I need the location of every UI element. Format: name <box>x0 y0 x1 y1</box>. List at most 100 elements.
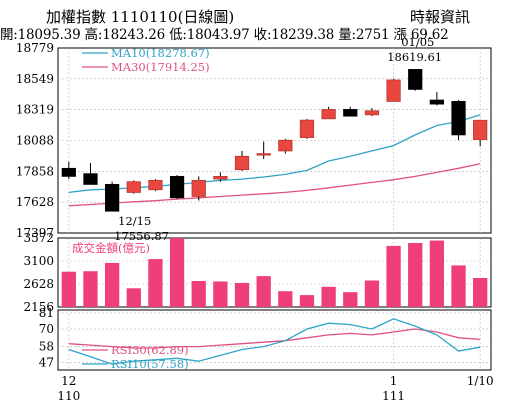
rsi30-legend-label: RSI30(62.89) <box>111 343 189 357</box>
volume-title: 成交金額(億元) <box>72 241 150 255</box>
price-tick-label: 18549 <box>16 72 54 86</box>
price-tick-label: 18088 <box>16 134 54 148</box>
price-tick-label: 17628 <box>16 195 54 209</box>
candle-body-up <box>321 109 336 120</box>
ma10-legend-label: MA10(18278.67) <box>111 46 210 60</box>
volume-bar <box>299 295 315 307</box>
candlestick <box>321 106 336 120</box>
rsi-frame <box>57 309 492 371</box>
candle-body-up <box>278 139 293 152</box>
volume-bar <box>451 265 466 307</box>
volume-bar <box>278 291 293 307</box>
candle-body-up <box>364 110 380 116</box>
volume-bar <box>429 240 445 307</box>
candle-body-up <box>191 179 206 197</box>
low-date-annotation: 12/15 <box>118 214 151 228</box>
candle-body-down <box>408 69 423 90</box>
candlestick <box>429 92 444 106</box>
candlestick <box>408 69 423 91</box>
volume-bar <box>473 278 488 307</box>
candle-body-up <box>256 153 271 156</box>
price-tick-label: 17397 <box>16 226 54 240</box>
rsi30-line <box>68 328 481 349</box>
x-tick-label: 1 <box>390 374 398 388</box>
volume-tick-label: 2628 <box>23 277 54 291</box>
candlestick <box>343 106 358 117</box>
source-label: 時報資訊 <box>410 8 471 26</box>
candle-body-up <box>213 175 228 180</box>
price-tick-label: 17858 <box>16 164 54 178</box>
volume-bar <box>343 292 358 307</box>
candle-body-down <box>429 99 444 105</box>
x-tick-year-label: 111 <box>382 389 405 403</box>
candle-body-down <box>169 175 185 199</box>
candlestick <box>105 181 120 212</box>
rsi-tick-label: 58 <box>39 340 54 354</box>
price-tick-label: 18319 <box>16 103 54 117</box>
volume-panel <box>61 238 488 307</box>
candlestick <box>234 150 250 172</box>
volume-bar <box>83 271 98 307</box>
candlestick <box>364 108 380 117</box>
volume-bar <box>256 276 271 307</box>
volume-bar <box>408 242 423 307</box>
ma10-line <box>68 114 481 194</box>
price-tick-label: 18779 <box>16 41 54 55</box>
volume-tick-label: 3572 <box>23 231 54 245</box>
volume-bar <box>213 281 228 307</box>
price-panel <box>61 69 488 212</box>
candlestick <box>191 176 206 201</box>
rsi-panel <box>68 318 481 365</box>
candlestick <box>256 141 271 159</box>
high-date-annotation: 01/05 <box>401 35 434 49</box>
candle-body-down <box>451 101 466 136</box>
candle-body-down <box>343 109 358 117</box>
rsi10-legend-label: RSI10(57.58) <box>111 357 189 371</box>
high-value-annotation: 18619.61 <box>387 50 442 64</box>
candlestick <box>213 172 228 182</box>
rsi-tick-label: 70 <box>39 322 54 336</box>
candle-body-up <box>386 79 401 102</box>
x-tick-label: 12 <box>61 374 76 388</box>
candle-body-down <box>83 173 98 185</box>
rsi-tick-label: 81 <box>39 306 54 320</box>
volume-bar <box>234 282 250 307</box>
volume-bar <box>104 262 120 307</box>
candle-body-down <box>105 184 120 212</box>
volume-bar <box>191 280 206 307</box>
candle-body-down <box>61 167 76 177</box>
x-tick-year-label: 110 <box>57 389 80 403</box>
candle-body-up <box>299 119 315 138</box>
ohlc-summary: 開:18095.39 高:18243.26 低:18043.97 收:18239… <box>0 27 449 43</box>
ma30-line <box>68 163 481 207</box>
candle-body-up <box>234 155 250 171</box>
candlestick <box>148 179 163 192</box>
candlestick <box>83 162 98 185</box>
volume-bar <box>61 271 76 307</box>
volume-bar <box>321 286 336 307</box>
candlestick <box>451 100 466 141</box>
candle-body-up <box>148 179 163 191</box>
candlestick <box>278 138 293 154</box>
candle-body-up <box>473 119 488 140</box>
volume-frame <box>57 237 492 308</box>
candle-body-up <box>126 181 141 193</box>
volume-tick-label: 3100 <box>23 254 54 268</box>
x-tick-label: 1/10 <box>467 374 494 388</box>
volume-bar <box>126 288 141 307</box>
candlestick <box>473 119 488 147</box>
rsi-tick-label: 47 <box>39 356 54 370</box>
chart-title: 加權指數 1110110(日線圖) <box>46 8 235 26</box>
candlestick <box>61 161 76 180</box>
rsi10-line <box>68 318 481 365</box>
candlestick <box>169 175 185 200</box>
volume-tick-label: 2156 <box>23 300 54 314</box>
volume-bar <box>386 245 401 307</box>
candlestick <box>299 118 315 139</box>
volume-bar <box>364 280 380 307</box>
low-value-annotation: 17556.87 <box>114 229 169 243</box>
candlestick <box>126 180 141 194</box>
ma30-legend-label: MA30(17914.25) <box>111 60 210 74</box>
volume-bar <box>169 238 185 307</box>
